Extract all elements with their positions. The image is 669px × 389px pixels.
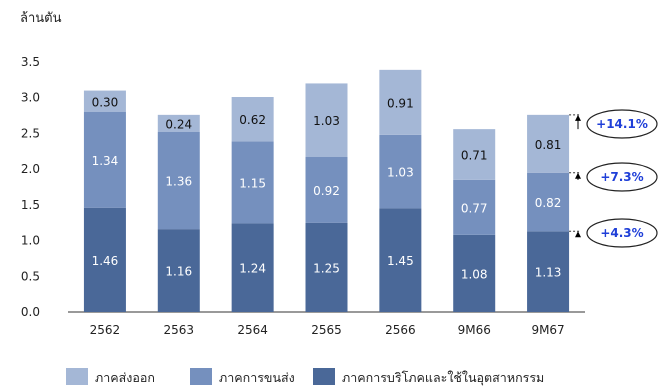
annotation-label: +14.1% <box>596 117 648 131</box>
bar-segment <box>157 229 200 312</box>
data-label: 0.81 <box>535 138 562 152</box>
x-tick-label: 2564 <box>237 323 268 337</box>
bar-segment <box>527 114 570 173</box>
y-unit-label: ล้านตัน <box>20 11 62 26</box>
x-tick-label: 2563 <box>164 323 195 337</box>
data-label: 1.45 <box>387 254 414 268</box>
bar-segment <box>83 90 126 112</box>
y-tick-label: 0.0 <box>21 305 40 319</box>
bar-segment <box>231 223 274 312</box>
legend-swatch <box>313 368 335 385</box>
y-tick-label: 2.5 <box>21 126 40 140</box>
arrowhead-icon <box>575 114 581 121</box>
data-label: 1.16 <box>165 265 192 279</box>
bar-segment <box>453 179 496 235</box>
y-tick-label: 0.5 <box>21 269 40 283</box>
data-label: 0.91 <box>387 96 414 110</box>
x-tick-label: 2562 <box>90 323 121 337</box>
data-label: 1.15 <box>239 176 266 190</box>
legend-label: ภาคการบริโภคและใช้ในอุตสาหกรรม <box>342 370 544 386</box>
legend-label: ภาคส่งออก <box>95 370 155 385</box>
bar-segment <box>379 69 422 135</box>
x-tick-label: 2566 <box>385 323 416 337</box>
bar-segment <box>305 83 348 157</box>
bar-segment <box>527 172 570 232</box>
annotation-bubble <box>586 162 658 192</box>
bars: 1.46 1.34 0.30 1.16 1.36 0.24 1.24 1.15 0.62 1.25… <box>83 69 570 312</box>
data-label: 0.24 <box>165 117 192 131</box>
x-tick-label: 9M67 <box>531 323 564 337</box>
annotation-bubble <box>586 109 658 139</box>
bar-segment <box>231 141 274 224</box>
data-label: 1.13 <box>535 266 562 280</box>
data-label: 1.03 <box>313 114 340 128</box>
data-label: 1.36 <box>165 175 192 189</box>
data-label: 1.24 <box>239 262 266 276</box>
data-label: 0.77 <box>461 201 488 215</box>
bar-segment <box>157 114 200 132</box>
data-label: 1.08 <box>461 267 488 281</box>
bar-segment <box>305 157 348 223</box>
data-label: 1.03 <box>387 166 414 180</box>
data-label: 0.71 <box>461 149 488 163</box>
annotation-label: +7.3% <box>600 170 643 184</box>
y-tick-label: 1.0 <box>21 234 40 248</box>
bar-segment <box>157 132 200 230</box>
annotation-bubble <box>586 218 658 248</box>
data-label: 0.82 <box>535 196 562 210</box>
bar-segment <box>379 134 422 209</box>
y-tick-label: 2.0 <box>21 162 40 176</box>
bar-segment <box>527 231 570 312</box>
y-tick-label: 3.5 <box>21 55 40 69</box>
legend-swatch <box>66 368 88 385</box>
x-axis: 2562 2563 2564 2565 2566 9M66 9M67 <box>90 323 565 337</box>
bar-segment <box>305 222 348 312</box>
legend-label: ภาคการขนส่ง <box>219 370 295 385</box>
data-label: 0.92 <box>313 184 340 198</box>
bar-segment <box>379 208 422 312</box>
y-axis: 0.0 0.5 1.0 1.5 2.0 2.5 3.0 3.5 <box>21 55 585 319</box>
bar-segment <box>453 129 496 180</box>
legend-swatch <box>190 368 212 385</box>
growth-annotations: +14.1% +7.3% +4.3% <box>569 109 658 248</box>
bar-segment <box>83 207 126 312</box>
arrowhead-icon <box>575 172 581 179</box>
data-label: 1.25 <box>313 261 340 275</box>
x-tick-label: 2565 <box>311 323 342 337</box>
data-label: 1.46 <box>92 254 119 268</box>
data-label: 0.62 <box>239 113 266 127</box>
bar-segment <box>453 234 496 312</box>
y-tick-label: 3.0 <box>21 91 40 105</box>
data-label: 0.30 <box>92 95 119 109</box>
data-label: 1.34 <box>92 154 119 168</box>
arrowhead-icon <box>575 231 581 238</box>
legend: ภาคส่งออก ภาคการขนส่ง ภาคการบริโภคและใช้ใน… <box>66 368 544 386</box>
bar-segment <box>231 97 274 142</box>
bar-segment <box>83 112 126 208</box>
y-tick-label: 1.5 <box>21 198 40 212</box>
annotation-label: +4.3% <box>600 226 643 240</box>
x-tick-label: 9M66 <box>458 323 491 337</box>
